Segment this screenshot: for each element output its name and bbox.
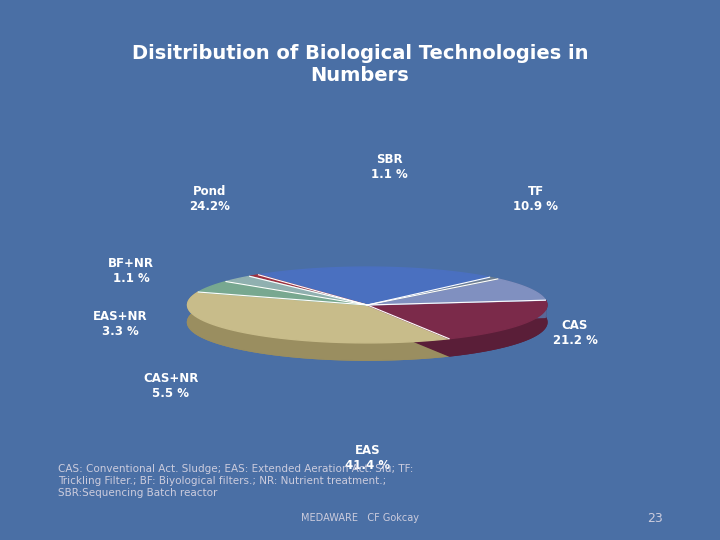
Text: Pond
24.2%: Pond 24.2%: [189, 185, 230, 213]
Text: Disitribution of Biological Technologies in
Numbers: Disitribution of Biological Technologies…: [132, 44, 588, 85]
Polygon shape: [226, 276, 367, 305]
Polygon shape: [367, 294, 498, 322]
Polygon shape: [198, 281, 367, 305]
Text: CAS+NR
5.5 %: CAS+NR 5.5 %: [143, 373, 198, 401]
Polygon shape: [367, 318, 547, 356]
Polygon shape: [449, 300, 547, 356]
Polygon shape: [198, 299, 367, 322]
Text: CAS: Conventional Act. Sludge; EAS: Extended Aeration Act. Slu; TF:
Trickling Fi: CAS: Conventional Act. Sludge; EAS: Exte…: [58, 464, 413, 497]
Text: TF
10.9 %: TF 10.9 %: [513, 185, 558, 213]
Polygon shape: [187, 309, 449, 360]
Text: 23: 23: [647, 512, 662, 525]
Text: SBR
1.1 %: SBR 1.1 %: [372, 153, 408, 181]
Text: EAS+NR
3.3 %: EAS+NR 3.3 %: [93, 310, 148, 338]
Polygon shape: [226, 294, 367, 322]
Polygon shape: [250, 275, 367, 305]
Polygon shape: [187, 292, 449, 343]
Polygon shape: [258, 267, 490, 305]
Polygon shape: [367, 279, 546, 305]
Text: EAS
41.4 %: EAS 41.4 %: [345, 444, 390, 472]
Polygon shape: [258, 285, 490, 322]
Polygon shape: [367, 296, 546, 322]
Polygon shape: [367, 277, 498, 305]
Text: BF+NR
1.1 %: BF+NR 1.1 %: [108, 256, 154, 285]
Polygon shape: [187, 292, 449, 360]
Polygon shape: [367, 300, 547, 339]
Text: CAS
21.2 %: CAS 21.2 %: [552, 319, 598, 347]
Text: MEDAWARE   CF Gokcay: MEDAWARE CF Gokcay: [301, 514, 419, 523]
Polygon shape: [498, 279, 546, 318]
Polygon shape: [250, 292, 367, 322]
